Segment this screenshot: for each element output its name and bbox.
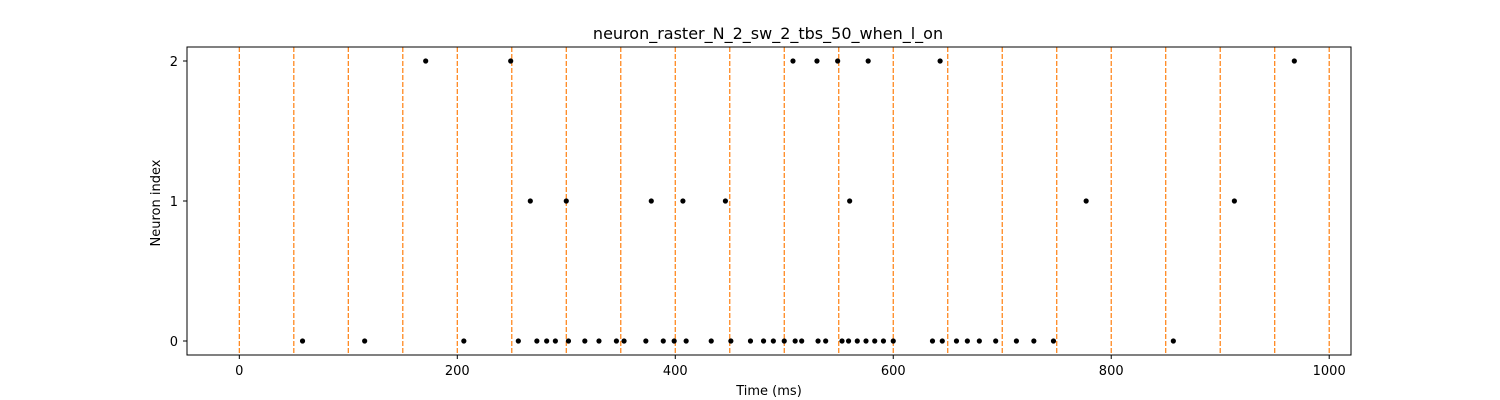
y-tick-label: 2 [170, 55, 178, 70]
spike-point [865, 58, 871, 64]
spike-point [747, 338, 754, 344]
spike-point [854, 338, 860, 344]
spike-point [799, 338, 805, 344]
spike-point [929, 338, 936, 344]
spike-point [939, 338, 945, 344]
spike-point [872, 338, 878, 344]
spike-point [596, 338, 602, 344]
spike-point [423, 58, 429, 64]
spike-point [708, 338, 714, 344]
spike-point [1050, 338, 1057, 344]
spike-point [552, 338, 558, 344]
spike-point [890, 338, 896, 344]
spike-point [760, 338, 767, 344]
spike-point [527, 198, 533, 204]
spike-point [565, 338, 572, 344]
spike-point [648, 198, 654, 204]
x-tick-label: 200 [445, 364, 470, 379]
spike-point [1083, 198, 1089, 204]
spike-point [582, 338, 588, 344]
spike-point [544, 338, 550, 344]
spike-point [792, 338, 798, 344]
spike-point [770, 338, 776, 344]
spike-point [814, 58, 820, 64]
spike-point [863, 338, 869, 344]
spike-point [563, 198, 569, 204]
spike-point [964, 338, 970, 344]
spike-point [835, 58, 841, 64]
y-axis-label: Neuron index [149, 159, 164, 246]
spike-point [671, 338, 677, 344]
spike-point [823, 338, 829, 344]
spike-point [613, 338, 620, 344]
spike-point [1031, 338, 1037, 344]
spike-point [845, 338, 852, 344]
spike-point [683, 338, 689, 344]
tick-layer: 0 200 400 600 800 1000 0 1 2 [170, 55, 1346, 379]
spike-point [937, 58, 943, 64]
spike-point [534, 338, 540, 344]
spike-point [1170, 338, 1176, 344]
spike-point [781, 338, 787, 344]
spike-point [815, 338, 821, 344]
spike-point [953, 338, 960, 344]
spike-point [461, 338, 467, 344]
spike-point [722, 198, 729, 204]
spike-point [1231, 198, 1237, 204]
spike-layer [299, 58, 1297, 344]
x-axis-label: Time (ms) [735, 384, 802, 399]
spike-point [660, 338, 666, 344]
spike-point [1013, 338, 1020, 344]
x-tick-label: 800 [1099, 364, 1124, 379]
x-tick-label: 400 [663, 364, 688, 379]
spike-point [993, 338, 999, 344]
spike-point [976, 338, 982, 344]
spike-point [515, 338, 521, 344]
spike-point [847, 198, 853, 204]
spike-point [839, 338, 845, 344]
spike-point [1291, 58, 1297, 64]
x-tick-label: 0 [235, 364, 243, 379]
plot-frame [186, 46, 1352, 356]
spike-point [508, 58, 514, 64]
spike-point [362, 338, 368, 344]
spike-point [790, 58, 796, 64]
spike-point [680, 198, 686, 204]
y-tick-label: 1 [170, 195, 178, 210]
x-tick-label: 1000 [1313, 364, 1346, 379]
x-tick-label: 600 [881, 364, 906, 379]
vertical-marker-layer [238, 47, 1330, 355]
chart-title: neuron_raster_N_2_sw_2_tbs_50_when_l_on [593, 24, 943, 44]
spike-point [621, 338, 627, 344]
y-tick-label: 0 [170, 335, 178, 350]
spike-point [299, 338, 306, 344]
spike-point [728, 338, 734, 344]
spike-point [880, 338, 887, 344]
spike-point [643, 338, 649, 344]
